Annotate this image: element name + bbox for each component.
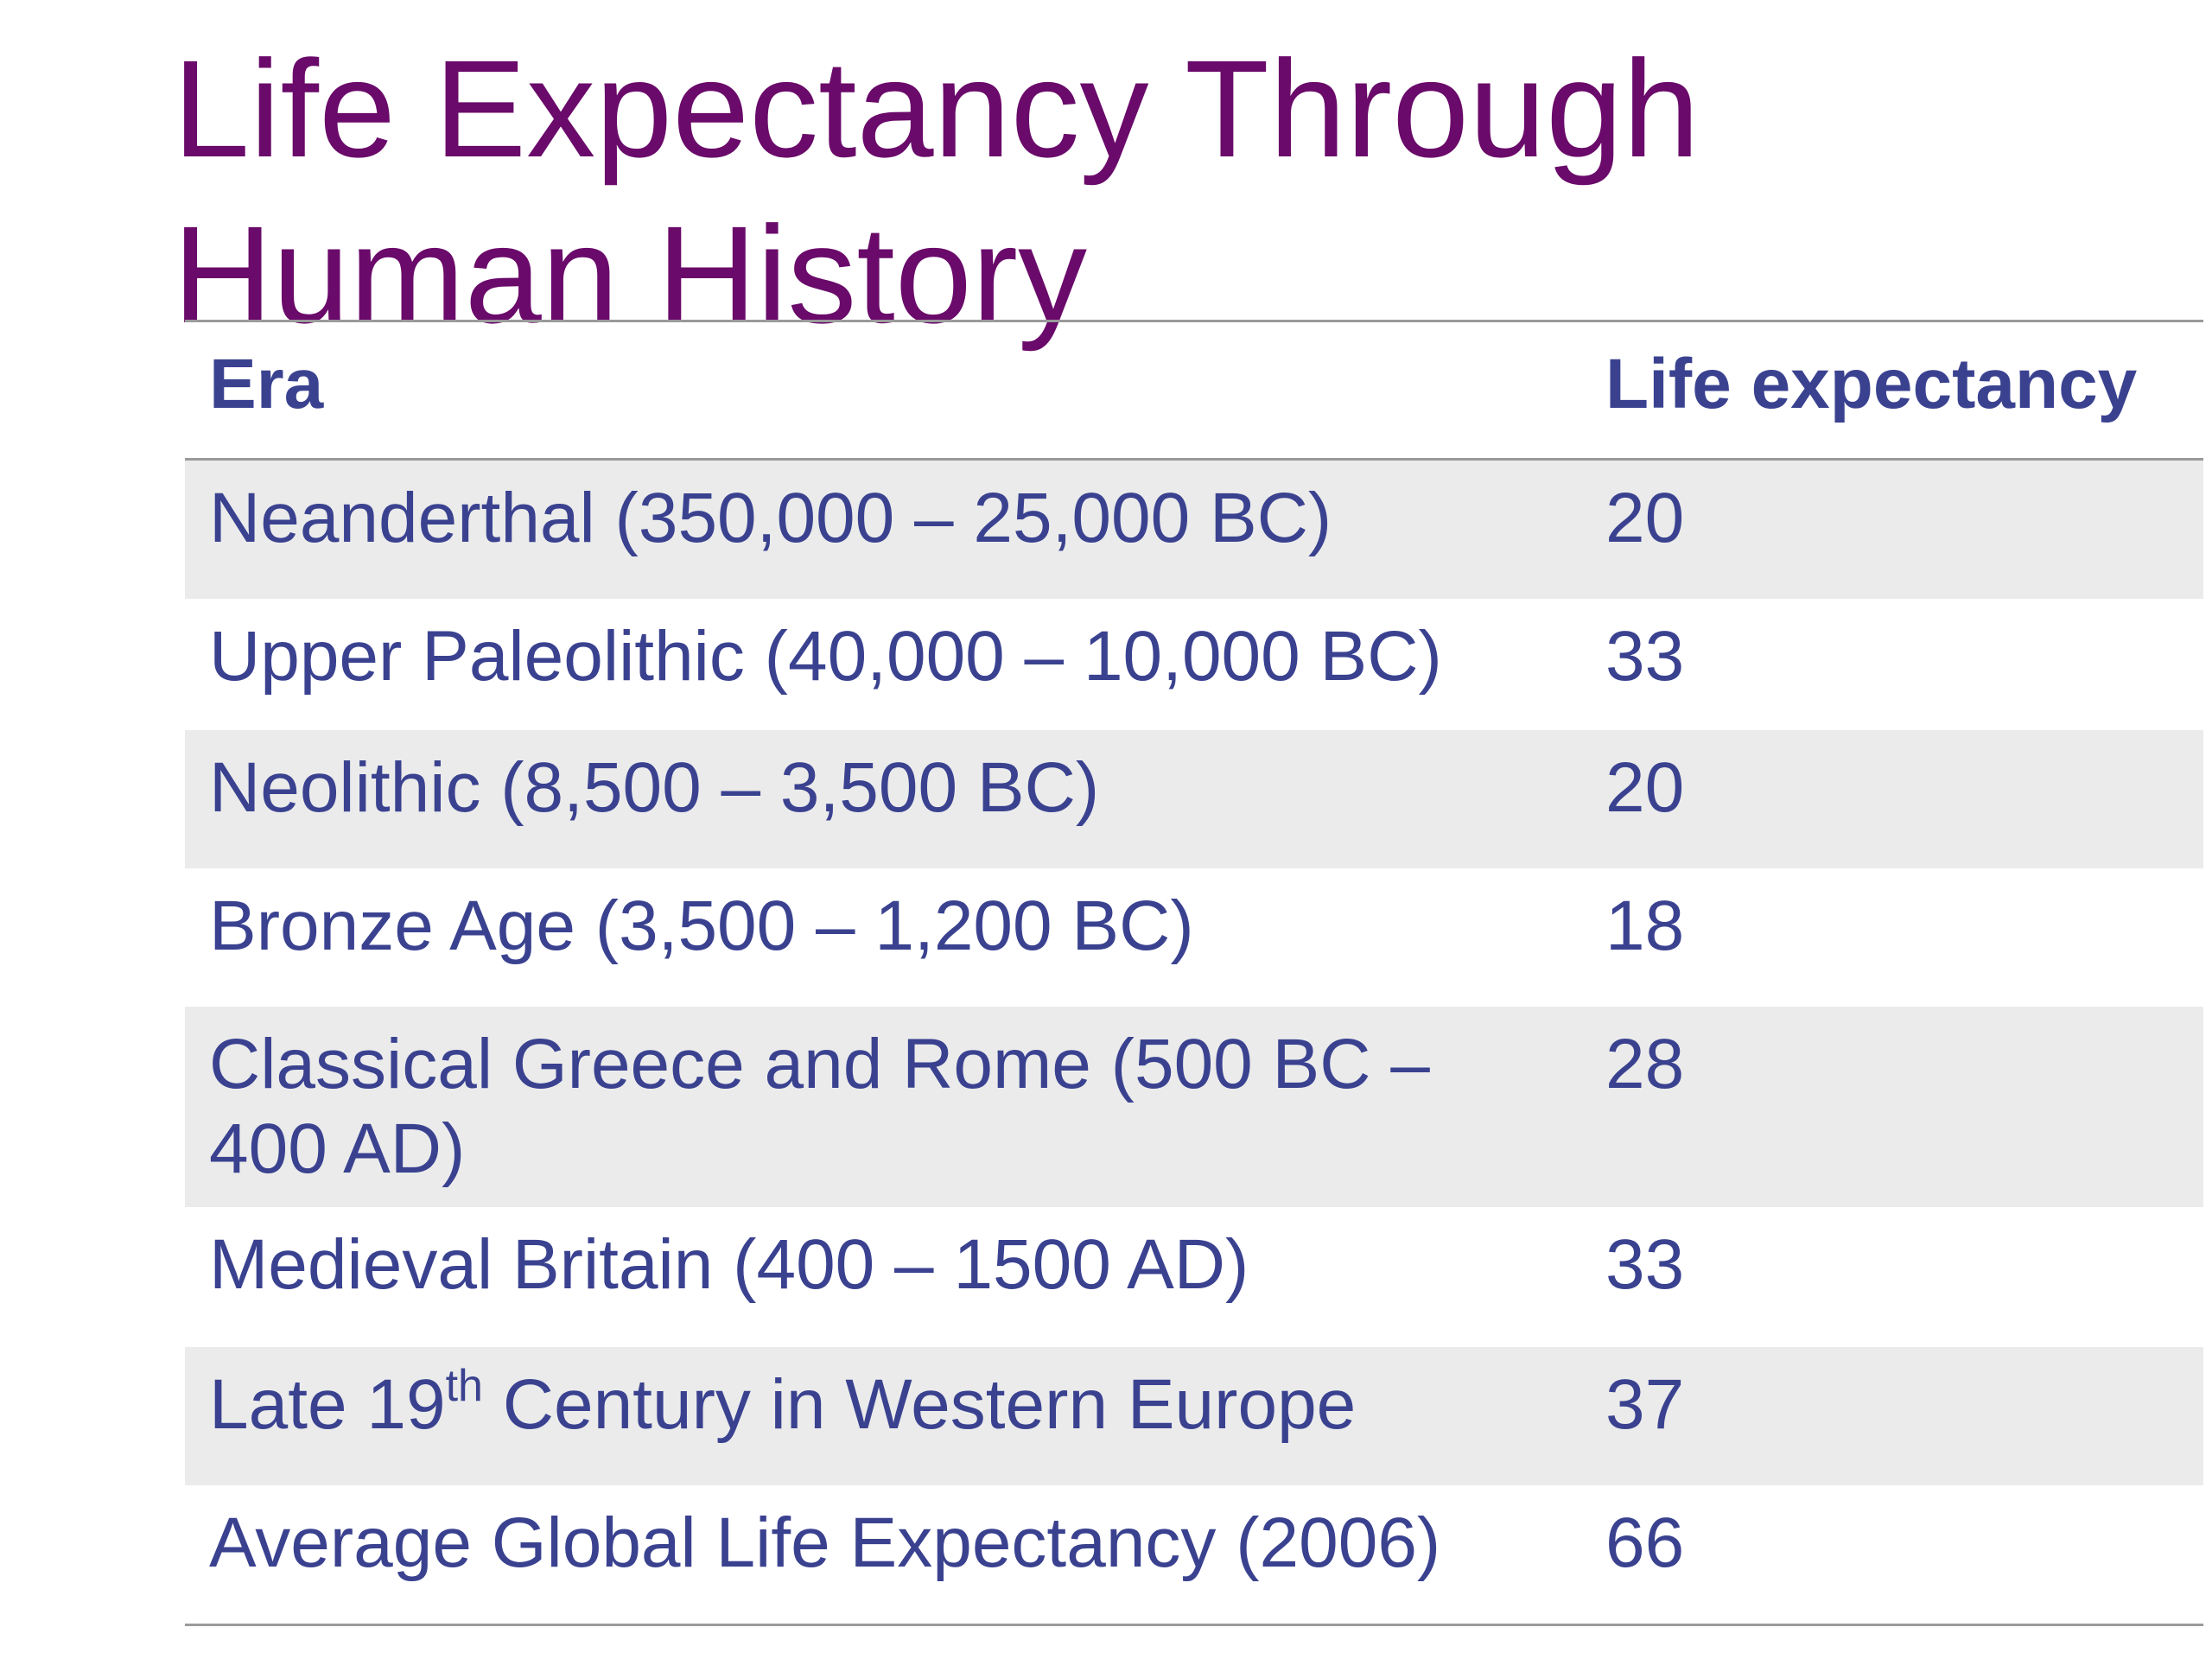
table-row: Neolithic (8,500 – 3,500 BC) 20 [185, 730, 2203, 868]
slide-title-line-1: Life Expectancy Through [173, 31, 1700, 186]
era-cell-line-1: Classical Greece and Rome (500 BC – [209, 1025, 1430, 1103]
life-expectancy-cell: 33 [1605, 1225, 1685, 1304]
table-row: Upper Paleolithic (40,000 – 10,000 BC) 3… [185, 599, 2203, 730]
slide-title-line-2: Human History [173, 197, 1088, 352]
era-cell: Medieval Britain (400 – 1500 AD) [209, 1225, 1249, 1304]
life-expectancy-table: Era Life expectancy Neanderthal (350,000… [185, 320, 2203, 1626]
era-cell: Late 19th Century in Western Europe [185, 1363, 1605, 1447]
table-row: Classical Greece and Rome (500 BC – 400 … [185, 1007, 2203, 1207]
table-row: Bronze Age (3,500 – 1,200 BC) 18 [185, 868, 2203, 1007]
era-cell: Classical Greece and Rome (500 BC – 400 … [185, 1022, 1605, 1192]
header-life-expectancy: Life expectancy [1605, 345, 2138, 423]
era-cell-superscript: th [445, 1360, 483, 1411]
era-cell: Bronze Age (3,500 – 1,200 BC) [209, 887, 1194, 965]
life-expectancy-cell: 18 [1605, 887, 1685, 965]
table-row: Average Global Life Expectancy (2006) 66 [185, 1485, 2203, 1624]
era-cell-suffix: Century in Western Europe [482, 1365, 1357, 1444]
table-row: Neanderthal (350,000 – 25,000 BC) 20 [185, 461, 2203, 599]
life-expectancy-cell: 20 [1605, 748, 1685, 827]
table-row: Medieval Britain (400 – 1500 AD) 33 [185, 1207, 2203, 1347]
life-expectancy-cell: 20 [1605, 479, 1685, 557]
header-era: Era [209, 345, 324, 423]
life-expectancy-cell: 37 [1605, 1365, 1685, 1444]
table-row: Late 19th Century in Western Europe 37 [185, 1347, 2203, 1485]
life-expectancy-cell: 33 [1605, 617, 1685, 696]
life-expectancy-cell: 28 [1605, 1025, 1685, 1103]
table-header-row: Era Life expectancy [185, 322, 2203, 461]
era-cell: Upper Paleolithic (40,000 – 10,000 BC) [209, 617, 1442, 696]
era-cell: Neolithic (8,500 – 3,500 BC) [209, 748, 1100, 827]
slide-title: Life Expectancy Through Human History [173, 26, 2074, 358]
era-cell-line-2: 400 AD) [209, 1109, 466, 1188]
era-cell: Neanderthal (350,000 – 25,000 BC) [209, 479, 1332, 557]
life-expectancy-cell: 66 [1605, 1503, 1685, 1582]
era-cell-prefix: Late 19 [209, 1365, 446, 1444]
era-cell: Average Global Life Expectancy (2006) [209, 1503, 1441, 1582]
